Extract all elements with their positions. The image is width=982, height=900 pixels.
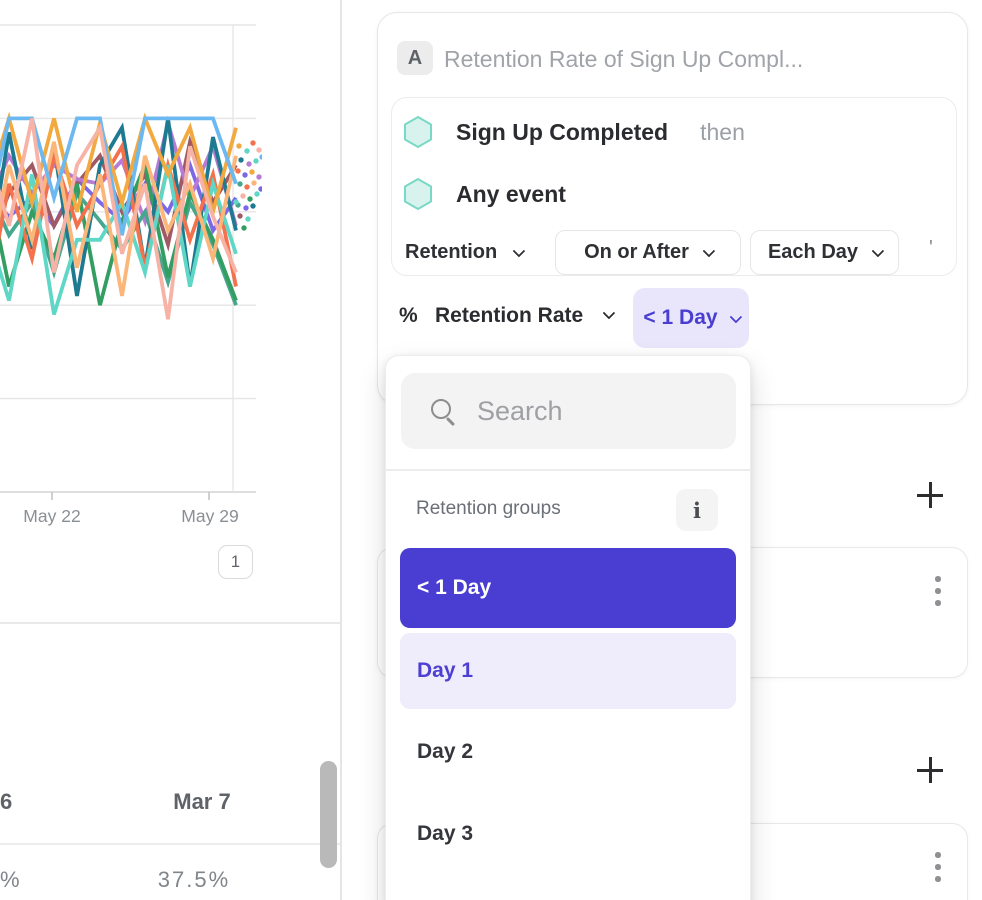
table-value: 37.5% xyxy=(157,867,231,892)
table-value-partial: % xyxy=(0,867,22,892)
add-series-button[interactable] xyxy=(913,478,947,512)
menu-divider xyxy=(386,469,750,471)
scrollbar-thumb[interactable] xyxy=(320,761,337,868)
menu-item-day-1[interactable]: Day 1 xyxy=(400,633,736,709)
partial-element: ' xyxy=(929,237,933,259)
chevron-down-icon xyxy=(702,244,716,258)
percent-icon: % xyxy=(399,304,418,327)
chevron-down-icon xyxy=(729,310,742,323)
event-name: Sign Up Completed xyxy=(456,118,669,145)
event-name: Any event xyxy=(456,180,566,207)
event-suffix: then xyxy=(700,118,745,145)
menu-item-day-3[interactable]: Day 3 xyxy=(400,796,736,872)
interval-dropdown[interactable]: Each Day xyxy=(750,230,899,275)
dropdown-label: On or After xyxy=(584,241,689,263)
event-hexagon-icon xyxy=(404,116,432,148)
chart-title-field[interactable]: Retention Rate of Sign Up Compl... xyxy=(444,46,804,72)
x-axis-tick-label: May 29 xyxy=(181,506,239,526)
dropdown-label: Each Day xyxy=(767,241,859,263)
info-icon[interactable]: i xyxy=(676,489,718,531)
menu-item-day-2[interactable]: Day 2 xyxy=(400,714,736,790)
dropdown-label: Retention xyxy=(405,241,498,263)
search-input[interactable] xyxy=(477,373,722,449)
retention-line-chart xyxy=(0,24,262,500)
retention-group-dropdown[interactable]: < 1 Day xyxy=(633,288,749,348)
x-axis-tick-label: May 22 xyxy=(23,506,81,526)
search-box[interactable] xyxy=(401,373,736,449)
timing-dropdown[interactable]: On or After xyxy=(555,230,741,275)
add-series-button[interactable] xyxy=(913,753,947,787)
table-row-divider xyxy=(0,843,341,845)
retention-group-menu: Retention groups i < 1 Day Day 1 Day 2 D… xyxy=(385,355,751,900)
series-label-badge: A xyxy=(397,41,433,75)
chevron-down-icon xyxy=(871,244,885,258)
chevron-down-icon[interactable] xyxy=(602,306,616,320)
event-definition-card: Sign Up Completed then Any event Retenti… xyxy=(391,97,957,276)
retention-mode-dropdown[interactable]: Retention xyxy=(399,230,526,275)
event-row-second[interactable]: Any event xyxy=(403,177,566,211)
pagination-badge[interactable]: 1 xyxy=(218,545,253,579)
pane-divider xyxy=(340,0,342,900)
more-options-icon[interactable] xyxy=(935,576,941,612)
metric-row: % Retention Rate < 1 Day xyxy=(378,288,967,348)
menu-item-lt-1-day[interactable]: < 1 Day xyxy=(400,548,736,628)
search-icon xyxy=(431,399,451,419)
metric-dropdown[interactable]: Retention Rate xyxy=(435,304,584,327)
chevron-down-icon xyxy=(512,244,526,258)
left-pane: May 22 May 29 1 6 Mar 7 % 37.5% xyxy=(0,0,341,900)
event-hexagon-icon xyxy=(404,178,432,210)
retention-group-value: < 1 Day xyxy=(643,306,718,329)
more-options-icon[interactable] xyxy=(935,852,941,888)
retention-config-card: A Retention Rate of Sign Up Compl... Sig… xyxy=(377,12,968,405)
table-date-partial: 6 xyxy=(0,789,13,814)
table-date: Mar 7 xyxy=(173,789,231,814)
event-row-first[interactable]: Sign Up Completed then xyxy=(403,115,745,149)
section-divider xyxy=(0,622,341,624)
group-header-label: Retention groups xyxy=(416,498,561,519)
